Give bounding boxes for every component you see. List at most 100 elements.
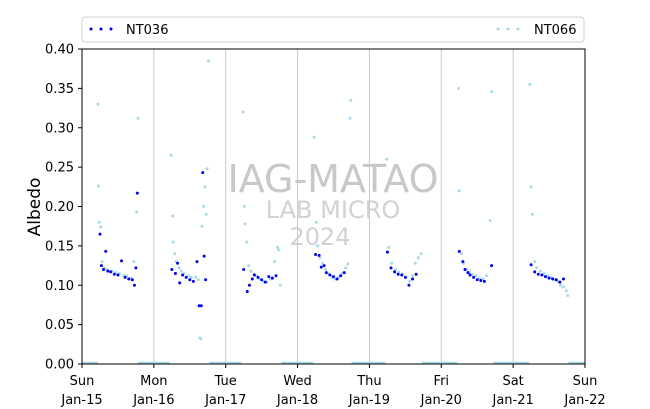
data-point	[189, 275, 193, 279]
legend-box	[81, 16, 585, 43]
data-point	[176, 261, 180, 265]
data-point	[396, 272, 400, 276]
data-point	[535, 266, 539, 270]
data-point	[206, 59, 210, 63]
data-point	[529, 263, 533, 267]
legend-label-nt066: NT066	[534, 23, 576, 38]
y-tick-label: 0.25	[45, 161, 74, 176]
data-point	[204, 278, 208, 282]
watermark: IAG-MATAO LAB MICRO 2024	[227, 157, 438, 251]
data-point	[132, 260, 136, 264]
x-tick-date: Jan-22	[563, 393, 605, 408]
data-point	[407, 283, 411, 287]
data-point	[256, 275, 260, 279]
data-point	[531, 212, 535, 216]
data-point	[242, 205, 246, 208]
x-tick-weekday: Fri	[434, 374, 450, 389]
data-point	[120, 259, 124, 263]
data-point	[554, 278, 558, 282]
y-tick-label: 0.15	[45, 239, 74, 254]
data-point	[170, 268, 174, 271]
data-point	[277, 248, 281, 252]
data-point	[566, 293, 570, 297]
data-point	[468, 273, 472, 277]
data-point	[102, 268, 106, 271]
plot-background	[82, 49, 585, 364]
data-point	[273, 260, 277, 264]
data-point	[559, 283, 563, 287]
data-point	[385, 250, 389, 254]
x-axis-ticks: Sun Jan-15 Mon Jan-16 Tue Jan-17 Wed Jan-18 Thu J…	[60, 364, 606, 408]
legend-dot	[89, 27, 93, 31]
data-point	[490, 90, 494, 94]
data-point	[116, 273, 120, 277]
data-point	[419, 252, 423, 256]
data-point	[397, 270, 401, 274]
data-point	[385, 157, 389, 161]
data-point	[260, 278, 264, 282]
data-point	[203, 185, 207, 189]
y-tick-label: 0.30	[45, 121, 74, 136]
y-tick-label: 0.00	[45, 358, 74, 373]
data-point	[558, 280, 562, 284]
x-tick-weekday: Mon	[140, 374, 167, 389]
data-point	[317, 253, 321, 257]
data-point	[328, 273, 332, 277]
data-point	[123, 275, 127, 279]
data-point	[314, 220, 318, 224]
data-point	[393, 270, 397, 274]
data-point	[314, 253, 318, 257]
data-point	[312, 135, 316, 139]
data-point	[199, 337, 203, 341]
data-point	[393, 268, 397, 271]
watermark-line3: 2024	[289, 223, 350, 251]
data-point	[245, 240, 249, 244]
data-point	[97, 220, 101, 224]
data-point	[267, 275, 271, 279]
y-axis-label: Albedo	[25, 178, 45, 237]
data-point	[322, 264, 326, 268]
data-point	[533, 270, 537, 274]
data-point	[186, 274, 190, 278]
data-point	[529, 185, 533, 189]
data-point	[109, 270, 113, 274]
data-point	[191, 279, 195, 283]
data-point	[459, 252, 463, 256]
data-point	[252, 273, 256, 277]
data-point	[335, 277, 339, 281]
data-point	[250, 277, 254, 281]
x-tick-date: Jan-17	[204, 393, 246, 408]
data-point	[247, 283, 251, 287]
data-point	[321, 261, 325, 265]
data-point	[106, 269, 110, 273]
data-point	[477, 276, 481, 280]
data-point	[270, 276, 274, 280]
data-point	[278, 283, 282, 287]
data-point	[177, 266, 181, 270]
data-point	[179, 269, 183, 273]
data-point	[316, 244, 320, 248]
series-nt036	[98, 171, 565, 308]
data-point	[324, 271, 328, 275]
grid-lines	[153, 49, 514, 364]
data-point	[536, 272, 540, 276]
data-point	[242, 268, 246, 271]
legend-dot	[516, 27, 520, 31]
data-point	[400, 273, 404, 277]
data-point	[195, 260, 199, 264]
watermark-line2: LAB MICRO	[266, 196, 401, 224]
data-point	[346, 262, 350, 266]
data-point	[543, 275, 547, 279]
data-point	[342, 271, 346, 275]
y-tick-label: 0.05	[45, 318, 74, 333]
y-tick-label: 0.10	[45, 279, 74, 294]
data-point	[390, 261, 394, 265]
data-point	[99, 264, 103, 268]
data-point	[403, 275, 407, 279]
data-point	[171, 240, 175, 244]
data-point	[199, 304, 203, 308]
data-point	[173, 271, 177, 275]
x-tick-date: Jan-18	[276, 393, 318, 408]
data-point	[178, 281, 182, 285]
